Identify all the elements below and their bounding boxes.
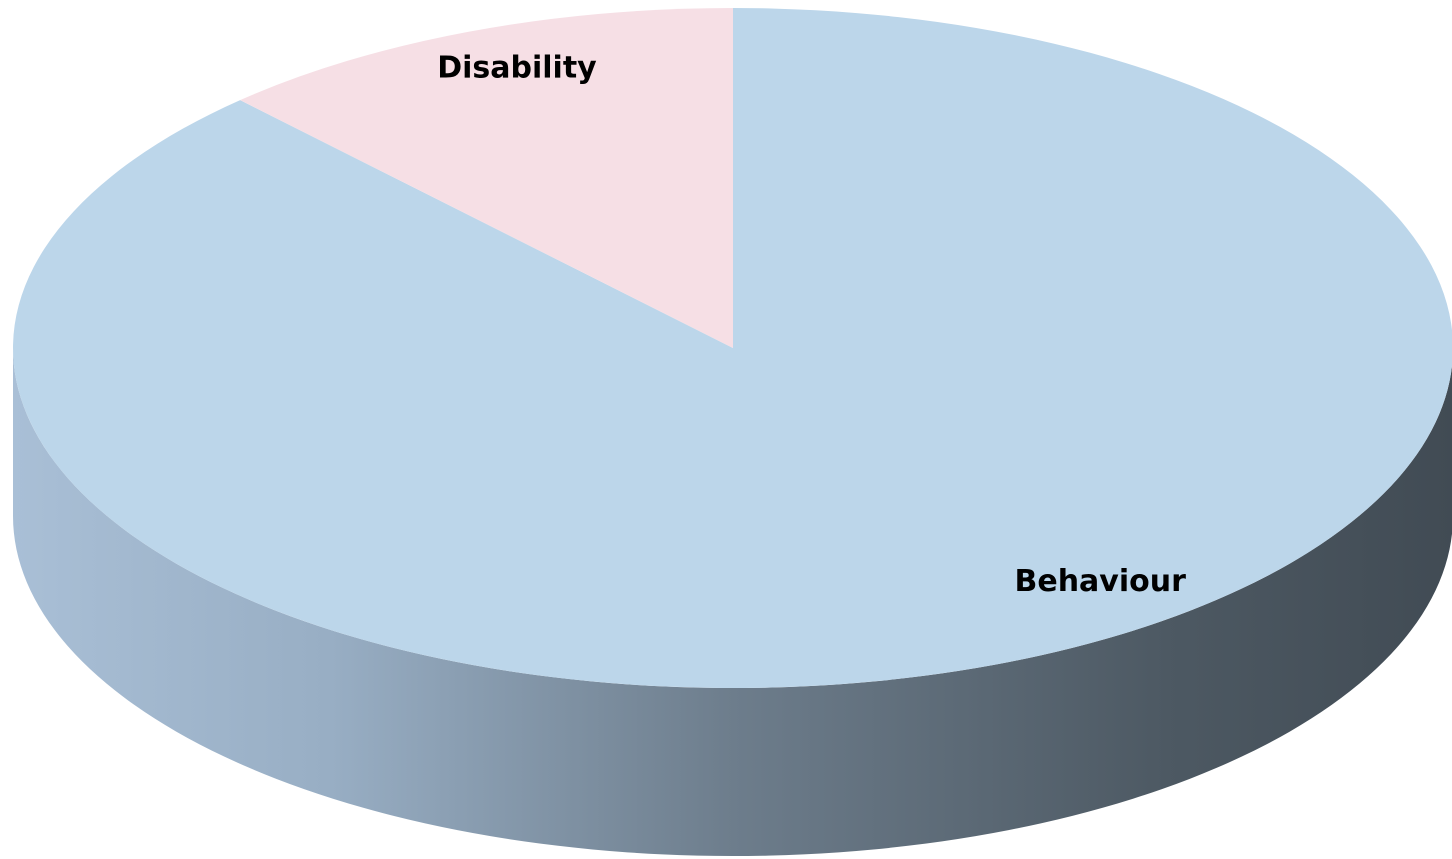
pie-labels: Behaviour Disability [437,51,1186,599]
pie-side-band [13,348,1452,856]
pie-top-face [13,8,1452,688]
pie-slice-behaviour [13,8,1452,688]
pie-side-wall [13,348,1452,856]
pie-label-disability: Disability [437,51,597,86]
pie-label-behaviour: Behaviour [1014,564,1186,599]
pie-slice-disability [240,8,733,348]
